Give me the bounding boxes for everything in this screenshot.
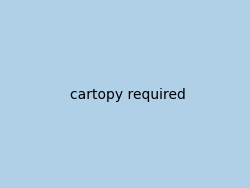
Text: cartopy required: cartopy required <box>70 88 186 102</box>
